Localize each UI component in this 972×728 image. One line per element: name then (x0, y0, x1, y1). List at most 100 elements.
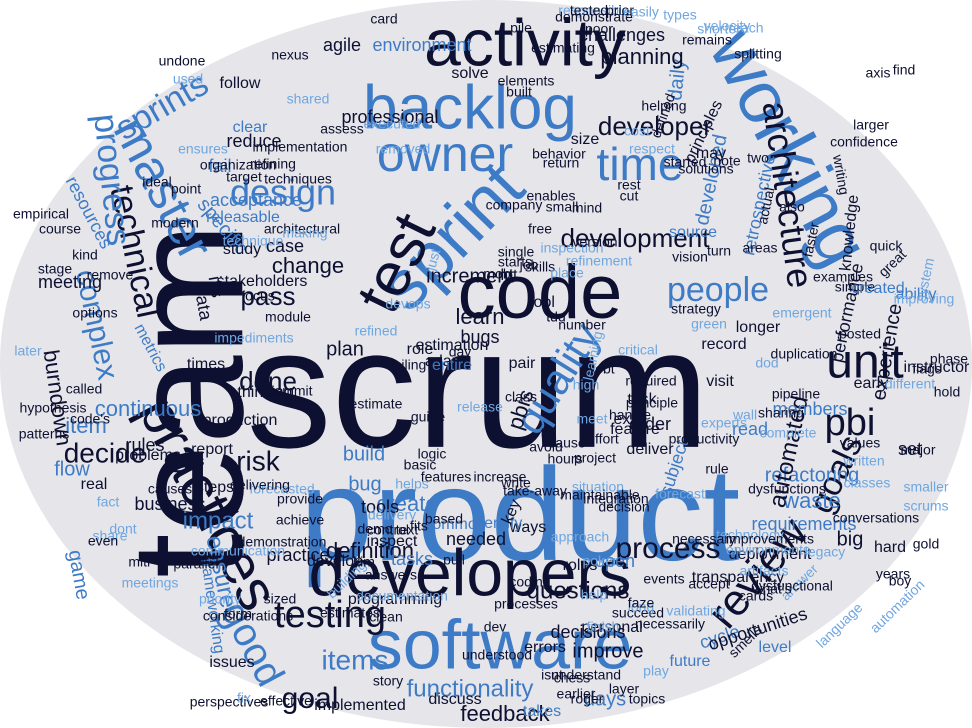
word-bugs: bugs (460, 327, 499, 347)
word-duplication: duplication (771, 346, 838, 362)
word-ensures: ensures (178, 141, 228, 157)
word-dont: dont (109, 521, 136, 537)
word-devops: devops (385, 296, 430, 312)
word-company: company (486, 197, 543, 213)
word-critical: critical (618, 342, 658, 358)
word-just: just (422, 247, 444, 273)
word-legacy: legacy (805, 544, 845, 560)
word-functionality: functionality (407, 675, 534, 702)
word-ability: ability (896, 286, 937, 303)
word-maintainable: maintainable (560, 487, 640, 503)
word-refining: refining (250, 156, 296, 172)
word-elements: elements (498, 73, 555, 89)
word-takes: takes (523, 703, 561, 720)
word-read: read (732, 419, 768, 439)
word-isnt: isnt (541, 667, 563, 683)
word-continuous: continuous (95, 396, 201, 421)
word-nexus: nexus (271, 47, 308, 63)
word-time: time (597, 138, 684, 190)
word-adapt: adapt (425, 353, 466, 370)
word-order: order (629, 414, 671, 434)
word-pipeline: pipeline (772, 386, 820, 402)
word-agile: agile (323, 35, 361, 55)
word-clean: clean (369, 609, 402, 625)
word-level: level (759, 639, 792, 656)
word-phase: phase (930, 351, 968, 367)
word-called: called (66, 381, 103, 397)
word-cause: cause (548, 435, 586, 451)
word-programming: programming (348, 591, 442, 608)
word-remove: remove (87, 267, 134, 283)
word-shared: shared (287, 91, 330, 107)
word-bug: bug (348, 473, 381, 495)
word-day: day (449, 344, 472, 360)
word-environments: environments (726, 542, 810, 558)
word-based: based (425, 511, 463, 527)
word-learn: learn (456, 304, 505, 329)
word-meeting: meeting (38, 272, 102, 292)
word-hold: hold (934, 384, 960, 400)
word-ideal: ideal (142, 174, 172, 190)
word-splitting: splitting (734, 46, 781, 62)
word-also: also (779, 199, 805, 215)
word-coding: coding (509, 574, 550, 590)
word-gold: gold (913, 536, 939, 552)
word-principle: principle (626, 395, 678, 411)
word-big: big (837, 528, 864, 550)
word-finish: finish (587, 619, 620, 635)
word-starts: starts (498, 254, 532, 270)
word-design: design (230, 172, 336, 213)
word-tasks: tasks (391, 549, 433, 569)
word-case: case (266, 236, 304, 256)
word-play: play (643, 663, 669, 679)
word-number: number (558, 317, 606, 333)
word-wall: wall (732, 407, 757, 423)
word-issues: issues (209, 654, 254, 671)
word-created: created (851, 280, 904, 297)
word-required: required (625, 373, 676, 389)
word-pbi: pbi (825, 402, 876, 444)
word-turn: turn (707, 243, 731, 259)
word-tdd: tdd (546, 309, 565, 325)
word-clear: clear (233, 119, 268, 136)
word-write: write (500, 475, 531, 491)
word-necessarily: necessarily (635, 616, 705, 632)
word-features: features (421, 469, 472, 485)
word-delivering: delivering (230, 477, 290, 493)
word-decisions: decisions (550, 622, 625, 642)
word-respect: respect (629, 141, 675, 157)
word-tested: tested (570, 2, 608, 18)
word-prior: prior (606, 2, 634, 18)
word-cut: cut (620, 188, 639, 204)
word-fits: fits (410, 518, 428, 534)
word-handle: handle (609, 407, 651, 423)
word-processes: processes (494, 596, 558, 612)
word-artifacts: artifacts (739, 563, 788, 579)
word-change: change (272, 253, 344, 278)
word-examples: examples (813, 269, 873, 285)
word-forecast: forecast (655, 486, 705, 502)
word-practice: practice (266, 545, 329, 565)
word-meet: meet (576, 411, 607, 427)
word-simple: simple (835, 279, 876, 295)
word-demonstration: demonstration (238, 534, 327, 550)
word-earlier: earlier (557, 686, 596, 702)
word-types: types (663, 7, 696, 23)
word-return: return (543, 155, 580, 171)
word-reach: reach (728, 20, 763, 36)
word-tool: tool (529, 294, 555, 311)
word-understood: understood (462, 647, 532, 663)
word-behavior: behavior (532, 146, 586, 162)
word-definition: definition (326, 538, 414, 563)
word-situation: situation (572, 479, 624, 495)
word-experts: experts (701, 415, 747, 431)
word-mob: mob (483, 266, 510, 282)
word-focus: focus (241, 288, 274, 304)
word-solve: solve (451, 65, 488, 82)
word-estimating: estimating (531, 40, 595, 56)
word-create: create (376, 491, 437, 516)
word-dod: dod (755, 355, 778, 371)
word-hours: hours (547, 451, 582, 467)
